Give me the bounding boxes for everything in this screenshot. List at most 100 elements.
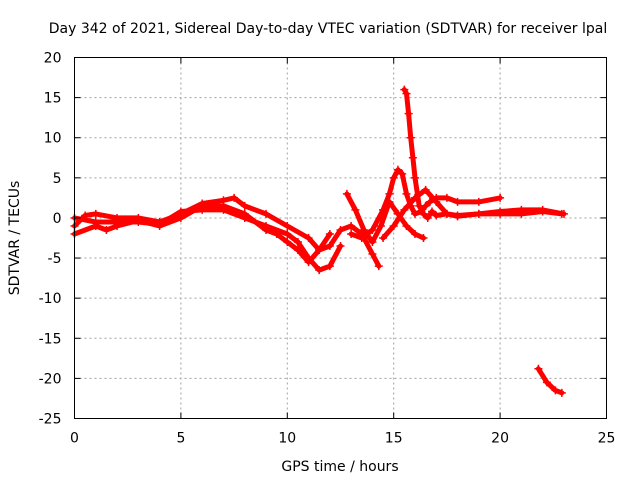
data-point: [91, 209, 100, 218]
data-point: [428, 207, 437, 216]
x-tick-labels: 0 5 10 15 20 25: [70, 431, 615, 447]
data-point: [304, 234, 313, 242]
data-point: [402, 221, 411, 230]
y-tick-labels: 20 15 10 5 0 -5 -10 -15 -20 -25: [39, 51, 62, 428]
x-tick-label: 20: [491, 431, 509, 447]
data-point: [402, 89, 411, 98]
data-point: [408, 153, 417, 162]
data-point: [393, 165, 402, 174]
data-point: [262, 209, 271, 218]
data-point: [219, 201, 228, 210]
series-arc-7: [379, 185, 566, 242]
series-arc-8: [534, 364, 566, 397]
data-point: [474, 209, 483, 218]
data-point: [400, 205, 409, 214]
data-point: [347, 229, 356, 238]
data-point: [442, 193, 451, 202]
data-point: [351, 205, 360, 214]
data-point: [389, 221, 398, 230]
x-tick-label: 0: [70, 431, 79, 447]
y-tick-label: 5: [53, 171, 62, 187]
data-point: [389, 173, 398, 182]
data-point: [453, 212, 462, 221]
data-point: [293, 238, 302, 247]
data-point: [432, 197, 441, 206]
data-point: [304, 258, 313, 267]
data-point: [402, 189, 411, 198]
data-point: [385, 189, 394, 198]
data-point: [557, 388, 566, 397]
chart-title: Day 342 of 2021, Sidereal Day-to-day VTE…: [49, 21, 607, 37]
data-point: [419, 209, 428, 218]
x-tick-label: 5: [176, 431, 185, 447]
tick-marks: [74, 57, 607, 419]
data-point: [423, 213, 432, 222]
data-point: [359, 225, 368, 234]
data-point: [534, 364, 543, 373]
data-point: [336, 225, 345, 234]
y-axis-label: SDTVAR / TECUs: [7, 181, 23, 296]
data-point: [379, 205, 388, 214]
gridlines: [74, 57, 607, 419]
y-tick-label: -25: [39, 412, 62, 428]
y-tick-label: -5: [48, 251, 62, 267]
data-point: [410, 173, 419, 182]
series-line: [535, 366, 565, 396]
x-tick-label: 15: [385, 431, 403, 447]
data-point: [517, 209, 526, 218]
y-tick-label: -15: [39, 331, 62, 347]
data-point: [347, 221, 356, 230]
data-point: [240, 201, 249, 210]
data-point: [379, 234, 388, 242]
data-point: [272, 229, 281, 238]
data-point: [91, 221, 100, 230]
y-tick-label: 0: [53, 211, 62, 227]
data-point: [134, 216, 143, 225]
data-point: [368, 225, 377, 234]
data-point: [419, 234, 428, 242]
data-point: [542, 378, 551, 387]
y-tick-label: -20: [39, 371, 62, 387]
data-point: [283, 238, 292, 247]
data-point: [538, 207, 547, 216]
y-tick-label: 15: [44, 91, 62, 107]
data-point: [474, 197, 483, 206]
data-point: [230, 193, 239, 202]
plot-frame: [74, 57, 607, 419]
data-point: [283, 229, 292, 238]
data-point: [404, 109, 413, 118]
data-point: [176, 213, 185, 222]
data-point: [113, 221, 122, 230]
data-point: [315, 266, 324, 275]
x-axis-label: GPS time / hours: [281, 459, 398, 475]
data-point: [415, 201, 424, 210]
data-point: [406, 133, 415, 142]
y-tick-label: 20: [44, 51, 62, 67]
data-point: [374, 262, 383, 271]
data-point: [368, 250, 377, 259]
data-point: [325, 229, 334, 238]
data-series: [70, 85, 568, 397]
data-point: [551, 386, 560, 395]
series-line: [344, 191, 426, 245]
data-point: [262, 225, 271, 234]
data-point: [357, 234, 366, 242]
y-tick-label: -10: [39, 291, 62, 307]
x-tick-label: 25: [598, 431, 616, 447]
data-point: [240, 209, 249, 218]
data-point: [400, 85, 409, 94]
data-point: [442, 209, 451, 218]
data-point: [453, 197, 462, 206]
data-point: [496, 193, 505, 202]
data-point: [155, 221, 164, 230]
data-point: [283, 221, 292, 230]
data-point: [410, 229, 419, 238]
data-point: [410, 209, 419, 218]
data-point: [557, 209, 566, 218]
data-point: [342, 189, 351, 198]
data-point: [410, 193, 419, 202]
data-point: [336, 242, 345, 251]
y-tick-label: 10: [44, 131, 62, 147]
